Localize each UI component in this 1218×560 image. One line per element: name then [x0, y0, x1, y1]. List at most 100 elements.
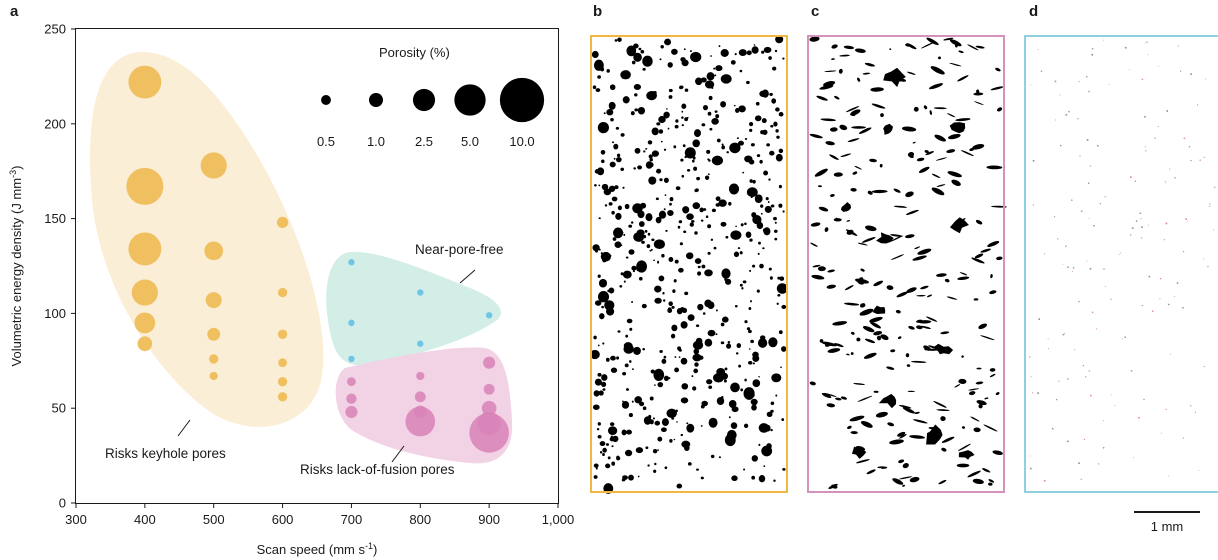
pore	[1059, 94, 1061, 96]
pore	[1091, 47, 1094, 50]
pore	[758, 376, 760, 378]
pore	[958, 450, 975, 460]
pore	[764, 424, 771, 432]
pore	[768, 56, 772, 60]
pore	[1110, 394, 1112, 396]
pore	[671, 417, 675, 420]
x-tick-label: 300	[65, 512, 87, 527]
pore	[871, 103, 886, 109]
pore	[611, 461, 616, 466]
pore	[770, 401, 775, 406]
pore	[615, 156, 622, 163]
pore-free-region	[326, 251, 501, 366]
pore	[1177, 45, 1179, 47]
pore	[752, 379, 761, 388]
pore	[1141, 226, 1144, 229]
bubble-keyhole	[209, 354, 219, 364]
x-tick-label: 800	[409, 512, 431, 527]
pore	[1089, 394, 1092, 397]
pore	[653, 469, 657, 473]
pore	[850, 331, 855, 335]
pore	[749, 121, 754, 127]
bubble-keyhole	[277, 376, 288, 387]
pore	[1057, 238, 1059, 240]
pore	[600, 252, 603, 255]
pore	[1124, 46, 1127, 49]
pore	[596, 427, 600, 431]
pore	[624, 203, 630, 210]
pore	[849, 415, 865, 422]
pore	[759, 263, 764, 269]
pore	[956, 463, 970, 468]
pore	[598, 184, 601, 187]
pore	[647, 232, 651, 236]
pore	[846, 229, 854, 235]
pore	[847, 425, 852, 430]
pore	[975, 45, 985, 49]
x-tick-label: 700	[341, 512, 363, 527]
pore	[673, 145, 677, 149]
pore	[597, 75, 601, 79]
pore	[1166, 110, 1169, 112]
pore	[1096, 144, 1099, 147]
bubble-keyhole	[204, 241, 224, 261]
pore	[711, 155, 724, 166]
pore	[1144, 115, 1146, 118]
pore	[674, 259, 679, 264]
pore	[628, 413, 633, 418]
pore	[752, 179, 756, 184]
pore	[876, 335, 882, 341]
pore	[821, 341, 838, 347]
pore	[595, 250, 598, 253]
pore	[622, 96, 630, 104]
pore	[759, 335, 766, 340]
pore	[605, 357, 610, 362]
pore	[897, 431, 906, 437]
x-axis: 300 400 500 600 700 800 900 1,000	[65, 503, 574, 527]
pore	[733, 251, 740, 258]
pore	[767, 201, 770, 203]
pore	[652, 153, 657, 157]
pore	[846, 220, 851, 222]
pore	[665, 229, 668, 232]
pore	[774, 237, 778, 241]
pore	[1137, 416, 1140, 419]
pore	[1190, 73, 1193, 76]
bubble-keyhole	[137, 336, 153, 352]
pore	[659, 178, 663, 182]
pore	[857, 395, 873, 402]
pore	[996, 107, 1003, 112]
pore	[1032, 159, 1035, 162]
y-axis-label: Volumetric energy density (J mm-3)	[8, 166, 24, 367]
pore	[1078, 462, 1080, 465]
pore	[1208, 205, 1211, 207]
pore	[621, 401, 630, 409]
pore	[768, 178, 771, 181]
pore	[775, 107, 780, 112]
pore	[653, 259, 655, 262]
pore	[771, 98, 777, 104]
pore	[931, 173, 941, 179]
pore	[644, 229, 648, 233]
bubble-pore_free	[348, 259, 355, 266]
bubble-pore_free	[348, 319, 355, 327]
pore	[831, 44, 838, 49]
pore	[752, 214, 762, 225]
pore	[1145, 150, 1147, 152]
pore	[824, 70, 837, 72]
pore	[720, 322, 725, 327]
pore	[647, 140, 653, 145]
pore	[827, 269, 835, 273]
pore	[943, 37, 954, 41]
pore	[1086, 260, 1088, 262]
pore	[721, 396, 724, 399]
pore	[976, 89, 980, 94]
pore	[906, 364, 911, 367]
pore	[602, 258, 607, 263]
pore	[675, 409, 678, 413]
bubble-pore_free	[417, 340, 424, 347]
pore	[909, 476, 920, 483]
pore	[732, 188, 737, 194]
pore	[715, 309, 718, 312]
pore	[706, 149, 711, 154]
